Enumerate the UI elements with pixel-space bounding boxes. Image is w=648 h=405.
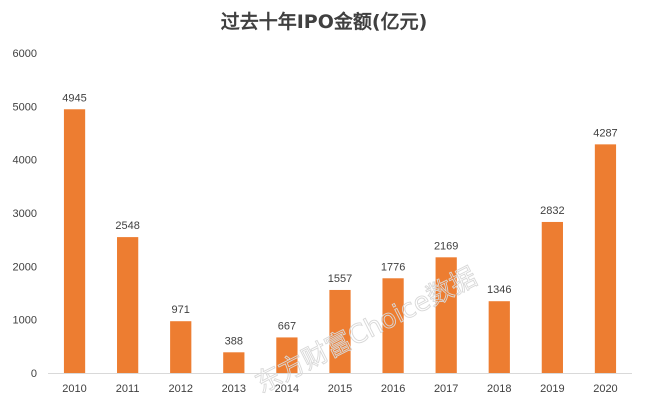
data-label-2015: 1557 xyxy=(328,273,352,285)
data-label-2017: 2169 xyxy=(434,240,458,252)
y-tick-label: 2000 xyxy=(13,261,37,273)
y-tick-label: 3000 xyxy=(13,208,37,220)
data-label-2013: 388 xyxy=(225,335,243,347)
x-tick-label-2012: 2012 xyxy=(168,383,192,395)
bar-2014 xyxy=(276,337,298,373)
x-tick-label-2018: 2018 xyxy=(487,383,511,395)
y-tick-label: 1000 xyxy=(13,315,37,327)
bar-2019 xyxy=(541,221,563,373)
x-axis: 2010 2011 2012 2013 2014 2015 2016 2017 2018 2019… xyxy=(62,383,617,395)
x-tick-label-2011: 2011 xyxy=(116,383,140,395)
bar-2020 xyxy=(594,144,617,373)
bar-2017 xyxy=(435,257,457,373)
data-label-2012: 971 xyxy=(172,304,190,316)
x-tick-label-2010: 2010 xyxy=(62,383,86,395)
bar-series xyxy=(63,109,617,374)
x-tick-label-2013: 2013 xyxy=(222,383,246,395)
bar-2015 xyxy=(329,289,351,373)
bar-2018 xyxy=(488,301,510,373)
bar-2016 xyxy=(382,278,404,373)
y-axis: 0 1000 2000 3000 4000 5000 6000 xyxy=(13,48,37,380)
x-tick-label-2017: 2017 xyxy=(434,383,458,395)
data-label-2014: 667 xyxy=(278,320,296,332)
bar-2011 xyxy=(117,237,139,373)
x-tick-label-2015: 2015 xyxy=(328,383,352,395)
data-label-2011: 2548 xyxy=(115,220,139,232)
bar-2013 xyxy=(223,352,245,373)
chart-title: 过去十年IPO金额(亿元) xyxy=(221,10,428,33)
data-label-2020: 4287 xyxy=(593,127,617,139)
y-tick-label: 0 xyxy=(31,368,37,380)
data-label-2019: 2832 xyxy=(540,205,564,217)
data-label-2016: 1776 xyxy=(381,261,405,273)
x-tick-label-2019: 2019 xyxy=(540,383,564,395)
x-tick-label-2020: 2020 xyxy=(593,383,617,395)
y-tick-label: 4000 xyxy=(13,155,37,167)
bar-2012 xyxy=(170,321,192,373)
y-tick-label: 6000 xyxy=(13,48,37,60)
x-tick-label-2016: 2016 xyxy=(381,383,405,395)
data-label-2010: 4945 xyxy=(62,92,86,104)
data-label-2018: 1346 xyxy=(487,284,511,296)
x-tick-label-2014: 2014 xyxy=(275,383,299,395)
y-tick-label: 5000 xyxy=(13,101,37,113)
data-labels: 4945 2548 971 388 667 1557 1776 2169 1346 2832 428… xyxy=(62,92,617,347)
bar-2010 xyxy=(63,109,86,374)
